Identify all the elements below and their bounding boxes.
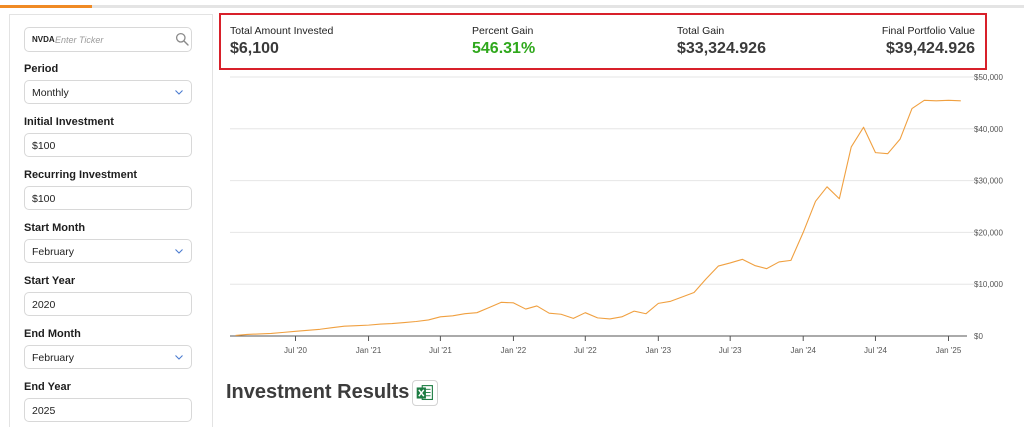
recurring-investment-input[interactable]: $100 <box>24 186 192 210</box>
chevron-down-icon <box>175 90 183 95</box>
stat-percent-gain-label: Percent Gain <box>472 25 534 37</box>
x-tick-label: Jan '23 <box>646 346 672 355</box>
search-icon[interactable] <box>175 32 189 46</box>
y-tick-label: $30,000 <box>974 177 1003 186</box>
x-tick-label: Jan '24 <box>790 346 816 355</box>
stat-total-invested-label: Total Amount Invested <box>230 25 334 37</box>
x-tick-label: Jan '21 <box>356 346 382 355</box>
excel-export-button[interactable] <box>412 380 438 406</box>
results-panel: Total Amount Invested $6,100 Percent Gai… <box>214 0 1024 427</box>
period-label: Period <box>24 63 59 75</box>
start-month-value: February <box>32 246 75 258</box>
stat-percent-gain: Percent Gain 546.31% <box>472 25 535 58</box>
initial-investment-input[interactable]: $100 <box>24 133 192 157</box>
recurring-investment-value: $100 <box>32 193 56 205</box>
calculator-form: NVDA Period Monthly Initial Investment $… <box>9 14 213 427</box>
excel-icon <box>416 385 433 401</box>
stat-total-gain-value: $33,324.926 <box>677 40 766 57</box>
end-month-label: End Month <box>24 328 81 340</box>
series-line-portfolio-value <box>235 99 961 337</box>
stat-final-value: Final Portfolio Value $39,424.926 <box>882 25 975 58</box>
y-tick-label: $10,000 <box>974 280 1003 289</box>
y-tick-label: $20,000 <box>974 228 1003 237</box>
end-month-value: February <box>32 352 75 364</box>
end-month-select[interactable]: February <box>24 345 192 369</box>
x-tick-label: Jan '25 <box>936 346 962 355</box>
period-select[interactable]: Monthly <box>24 80 192 104</box>
stat-final-value-label: Final Portfolio Value <box>881 25 975 37</box>
stat-final-value-value: $39,424.926 <box>886 40 975 57</box>
ticker-input[interactable] <box>55 31 165 48</box>
start-year-input[interactable]: 2020 <box>24 292 192 316</box>
x-tick-label: Jul '24 <box>864 346 887 355</box>
start-month-label: Start Month <box>24 222 86 234</box>
start-month-select[interactable]: February <box>24 239 192 263</box>
end-year-input[interactable]: 2025 <box>24 398 192 422</box>
loading-bar <box>0 0 1024 8</box>
recurring-investment-label: Recurring Investment <box>24 169 138 181</box>
initial-investment-value: $100 <box>32 140 56 152</box>
ticker-search-box[interactable]: NVDA <box>24 27 192 52</box>
portfolio-value-chart: $0 $10,000 $20,000 $30,000 $40,000 $50,000 Jul… <box>230 73 1003 355</box>
x-tick-label: Jul '21 <box>429 346 452 355</box>
start-year-value: 2020 <box>32 299 56 311</box>
x-tick-label: Jul '23 <box>719 346 742 355</box>
stat-percent-gain-value: 546.31% <box>472 40 536 57</box>
period-value: Monthly <box>32 87 69 99</box>
x-tick-label: Jul '22 <box>574 346 597 355</box>
start-year-label: Start Year <box>24 275 76 287</box>
loading-bar-track <box>0 5 1024 8</box>
summary-stats-box: Total Amount Invested $6,100 Percent Gai… <box>219 13 987 70</box>
results-title: Investment Results <box>226 381 410 403</box>
chevron-down-icon <box>175 355 183 360</box>
chevron-down-icon <box>175 249 183 254</box>
y-tick-label: $0 <box>974 332 983 341</box>
stat-total-invested-value: $6,100 <box>230 40 279 57</box>
initial-investment-label: Initial Investment <box>24 116 114 128</box>
x-tick-label: Jul '20 <box>284 346 307 355</box>
y-tick-label: $50,000 <box>974 73 1003 82</box>
stat-total-gain-label: Total Gain <box>677 25 725 37</box>
loading-bar-fill <box>0 5 92 8</box>
stat-total-gain: Total Gain $33,324.926 <box>677 25 766 58</box>
y-tick-label: $40,000 <box>974 125 1003 134</box>
end-year-value: 2025 <box>32 405 56 417</box>
ticker-symbol: NVDA <box>32 35 55 44</box>
stat-total-invested: Total Amount Invested $6,100 <box>230 25 333 58</box>
x-tick-label: Jan '22 <box>501 346 527 355</box>
end-year-label: End Year <box>24 381 71 393</box>
